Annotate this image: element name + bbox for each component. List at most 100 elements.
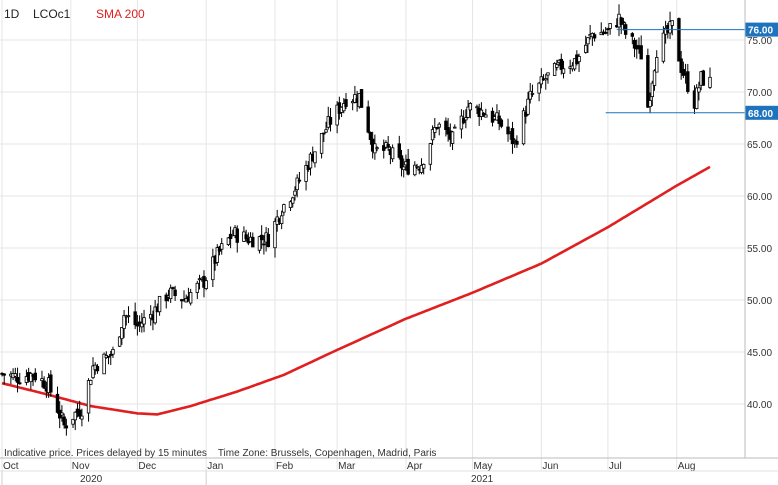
candle-body-up (226, 237, 231, 245)
y-tick-label: 55.00 (747, 244, 772, 255)
candle-body-down (77, 409, 82, 417)
candle-body-up (29, 373, 33, 383)
x-tick-label: Jul (609, 461, 622, 472)
candle-body-down (481, 112, 486, 116)
level-label-bg (745, 105, 778, 120)
candle-body-up (157, 295, 162, 313)
grid (0, 0, 745, 485)
candle-body-up (195, 282, 200, 293)
candle-body-down (701, 70, 706, 86)
candle-body-down (55, 393, 60, 413)
candle-body-up (279, 215, 284, 225)
y-tick-label: 45.00 (747, 348, 772, 359)
candle-body-down (244, 234, 248, 239)
candle-body-down (322, 132, 326, 135)
candle-body-up (584, 44, 588, 53)
candle-body-down (135, 322, 140, 327)
candle-body-up (694, 87, 699, 109)
candle-body-up (117, 336, 122, 347)
symbol-label[interactable]: LCOc1 (33, 7, 71, 21)
candle-body-down (95, 365, 100, 372)
candle-body-down (592, 34, 597, 39)
candle-body-up (313, 151, 317, 164)
candle-body-down (106, 355, 111, 358)
candle-body-up (324, 129, 328, 133)
interval-label[interactable]: 1D (4, 7, 20, 21)
candle-body-up (521, 110, 526, 145)
candle-body-up (608, 23, 612, 29)
candle-body-down (18, 382, 22, 385)
candle-body-up (421, 163, 426, 169)
candle-body-down (49, 374, 53, 393)
y-tick-label: 60.00 (747, 192, 772, 203)
candle-body-up (433, 127, 437, 133)
candle-body-down (510, 128, 515, 145)
candle-body-up (122, 315, 126, 329)
x-tick-label: Jan (207, 461, 223, 472)
candle-body-up (530, 93, 535, 95)
candle-body-up (304, 165, 308, 182)
candle-body-down (259, 234, 264, 241)
candle-body-up (708, 76, 712, 88)
candle-body-up (528, 90, 532, 100)
candle-body-up (668, 21, 672, 34)
candle-body-up (80, 415, 84, 420)
candle-body-down (266, 234, 271, 248)
candle-body-down (15, 376, 20, 383)
x-tick-label: Feb (276, 461, 294, 472)
candle-body-down (297, 179, 302, 182)
x-tick-label: Jun (542, 461, 558, 472)
candle-body-up (153, 306, 157, 324)
candle-body-up (335, 104, 339, 126)
candle-body-down (444, 120, 448, 131)
candle-body-down (461, 118, 466, 124)
candle-body-down (506, 126, 510, 135)
candle-body-down (621, 21, 626, 24)
candle-body-down (235, 228, 239, 243)
y-tick-label: 50.00 (747, 296, 772, 307)
candle-body-down (679, 58, 683, 73)
candle-body-down (435, 127, 439, 130)
candle-body-down (368, 132, 373, 141)
candle-body-down (386, 143, 390, 148)
x-tick-label: Apr (407, 461, 423, 472)
candle-body-up (413, 164, 417, 176)
candle-body-up (140, 322, 144, 328)
candle-series (0, 4, 712, 436)
x-tick-label: May (474, 461, 493, 472)
candle-body-down (133, 311, 137, 326)
candle-body-down (406, 158, 410, 175)
sma-indicator-label[interactable]: SMA 200 (96, 7, 145, 21)
candle-body-down (606, 28, 610, 31)
candle-body-down (603, 31, 608, 34)
candle-body-up (437, 123, 441, 128)
candle-body-down (164, 294, 168, 302)
footer-note: Indicative price. Prices delayed by 15 m… (4, 448, 436, 459)
candle-body-down (681, 68, 686, 76)
candle-body-up (661, 32, 666, 62)
candle-body-down (171, 287, 175, 289)
candle-body-down (344, 99, 348, 107)
candle-body-up (652, 70, 657, 86)
candle-body-down (2, 373, 6, 376)
candle-body-up (319, 133, 324, 154)
candle-body-up (390, 147, 395, 160)
level-label: 76.00 (748, 26, 773, 37)
candle-body-down (646, 55, 650, 108)
level-label-bg (745, 22, 778, 37)
candle-body-up (415, 165, 419, 168)
candle-body-up (120, 327, 124, 340)
candle-body-up (466, 106, 470, 118)
candle-body-down (686, 71, 690, 92)
x-year-label: 2021 (471, 474, 494, 485)
candle-body-down (619, 17, 623, 25)
candle-body-up (539, 76, 544, 85)
x-tick-label: Dec (138, 461, 156, 472)
candle-body-up (419, 164, 424, 173)
candle-body-up (71, 418, 75, 425)
candle-body-up (655, 57, 659, 73)
candle-body-up (555, 64, 559, 68)
